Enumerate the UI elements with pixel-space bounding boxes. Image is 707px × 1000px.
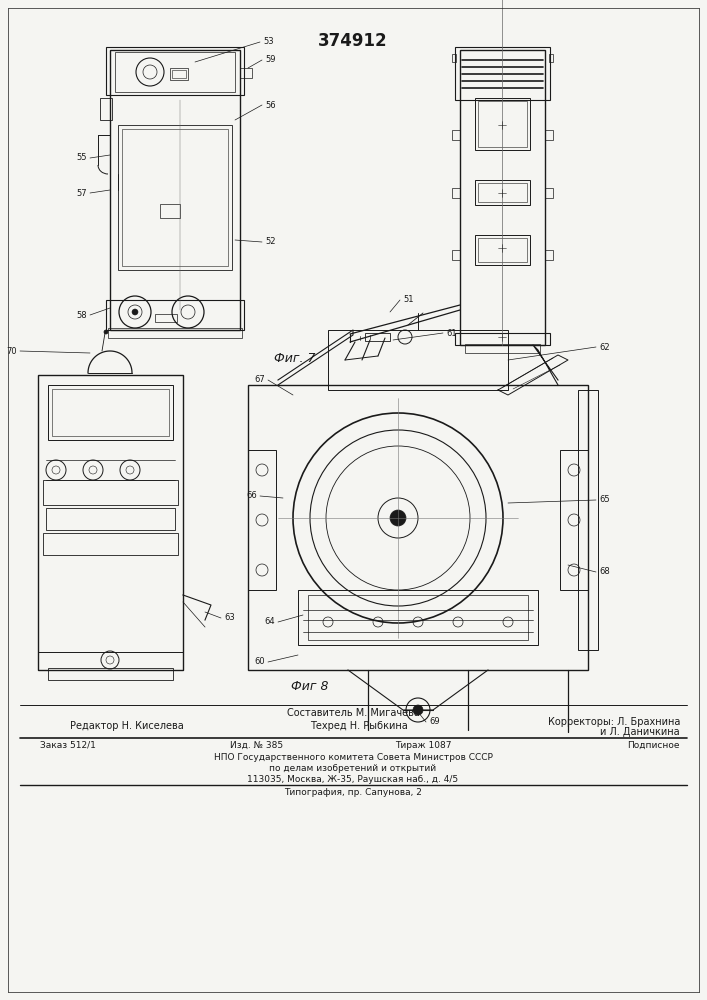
Bar [52, 389, 169, 436]
Text: и Л. Даничкина: и Л. Даничкина [600, 727, 680, 737]
Bar [106, 300, 244, 330]
Text: 62: 62 [599, 342, 609, 352]
Text: Составитель М. Мигачева: Составитель М. Мигачева [286, 708, 419, 718]
Bar [248, 450, 276, 590]
Bar [106, 47, 244, 95]
Text: 55: 55 [76, 153, 87, 162]
Bar [170, 68, 188, 80]
Bar [455, 47, 550, 100]
Bar [43, 480, 178, 505]
Bar [452, 188, 460, 198]
Text: 64: 64 [264, 617, 275, 626]
Bar [478, 101, 527, 147]
Bar [545, 188, 553, 198]
Text: 60: 60 [255, 658, 265, 666]
Bar [452, 130, 460, 140]
Text: 56: 56 [265, 101, 276, 109]
Text: НПО Государственного комитета Совета Министров СССР: НПО Государственного комитета Совета Мин… [214, 753, 493, 762]
Circle shape [413, 705, 423, 715]
Bar [48, 385, 173, 440]
Bar [475, 98, 530, 150]
Bar [328, 330, 508, 390]
Text: 58: 58 [76, 310, 87, 320]
Text: 69: 69 [429, 718, 440, 726]
Text: 63: 63 [224, 613, 235, 622]
Bar [122, 129, 228, 266]
Bar [545, 130, 553, 140]
Text: по делам изобретений и открытий: по делам изобретений и открытий [269, 764, 436, 773]
Text: Типография, пр. Сапунова, 2: Типография, пр. Сапунова, 2 [284, 788, 422, 797]
Bar [475, 180, 530, 205]
Text: Фиг 8: Фиг 8 [291, 680, 329, 693]
Bar [43, 533, 178, 555]
Bar [38, 375, 183, 670]
Bar [560, 450, 588, 590]
Bar [549, 54, 553, 62]
Text: 66: 66 [246, 491, 257, 500]
Text: 70: 70 [6, 347, 17, 356]
Bar [465, 344, 540, 353]
Bar [478, 183, 527, 202]
Text: 113035, Москва, Ж-35, Раушская наб., д. 4/5: 113035, Москва, Ж-35, Раушская наб., д. … [247, 775, 459, 784]
Bar [160, 204, 180, 218]
Text: Заказ 512/1: Заказ 512/1 [40, 741, 96, 750]
Bar [108, 328, 242, 338]
Bar [452, 250, 460, 260]
Text: 65: 65 [599, 495, 609, 504]
Text: Фиг. 7: Фиг. 7 [274, 352, 316, 365]
Text: Техред Н. Рыбкина: Техред Н. Рыбкина [310, 721, 408, 731]
Bar [455, 333, 550, 345]
Text: 52: 52 [265, 237, 276, 246]
Bar [578, 390, 598, 650]
Text: 374912: 374912 [318, 32, 388, 50]
Bar [248, 385, 588, 670]
Text: 61: 61 [446, 328, 457, 338]
Bar [48, 668, 173, 680]
Bar [118, 125, 232, 270]
Bar [298, 590, 538, 645]
Text: 53: 53 [263, 37, 274, 46]
Text: Подписное: Подписное [628, 741, 680, 750]
Bar [172, 70, 186, 78]
Text: 57: 57 [76, 188, 87, 198]
Bar [475, 235, 530, 265]
Bar [460, 50, 545, 345]
Bar [478, 238, 527, 262]
Bar [46, 508, 175, 530]
Bar [452, 54, 456, 62]
Text: Изд. № 385: Изд. № 385 [230, 741, 283, 750]
Bar [155, 314, 177, 322]
Text: 59: 59 [265, 55, 276, 64]
Bar [308, 595, 528, 640]
Circle shape [390, 510, 406, 526]
Bar [240, 68, 252, 78]
Bar [100, 98, 112, 120]
Bar [38, 652, 183, 670]
Bar [545, 250, 553, 260]
Circle shape [132, 309, 138, 315]
Bar [365, 333, 390, 341]
Text: 67: 67 [255, 375, 265, 384]
Bar [110, 50, 240, 330]
Text: Корректоры: Л. Брахнина: Корректоры: Л. Брахнина [548, 717, 680, 727]
Bar [115, 52, 235, 92]
Circle shape [104, 330, 108, 334]
Text: 68: 68 [599, 568, 609, 576]
Text: Тираж 1087: Тираж 1087 [395, 741, 452, 750]
Text: Редактор Н. Киселева: Редактор Н. Киселева [70, 721, 184, 731]
Text: 51: 51 [403, 296, 414, 304]
